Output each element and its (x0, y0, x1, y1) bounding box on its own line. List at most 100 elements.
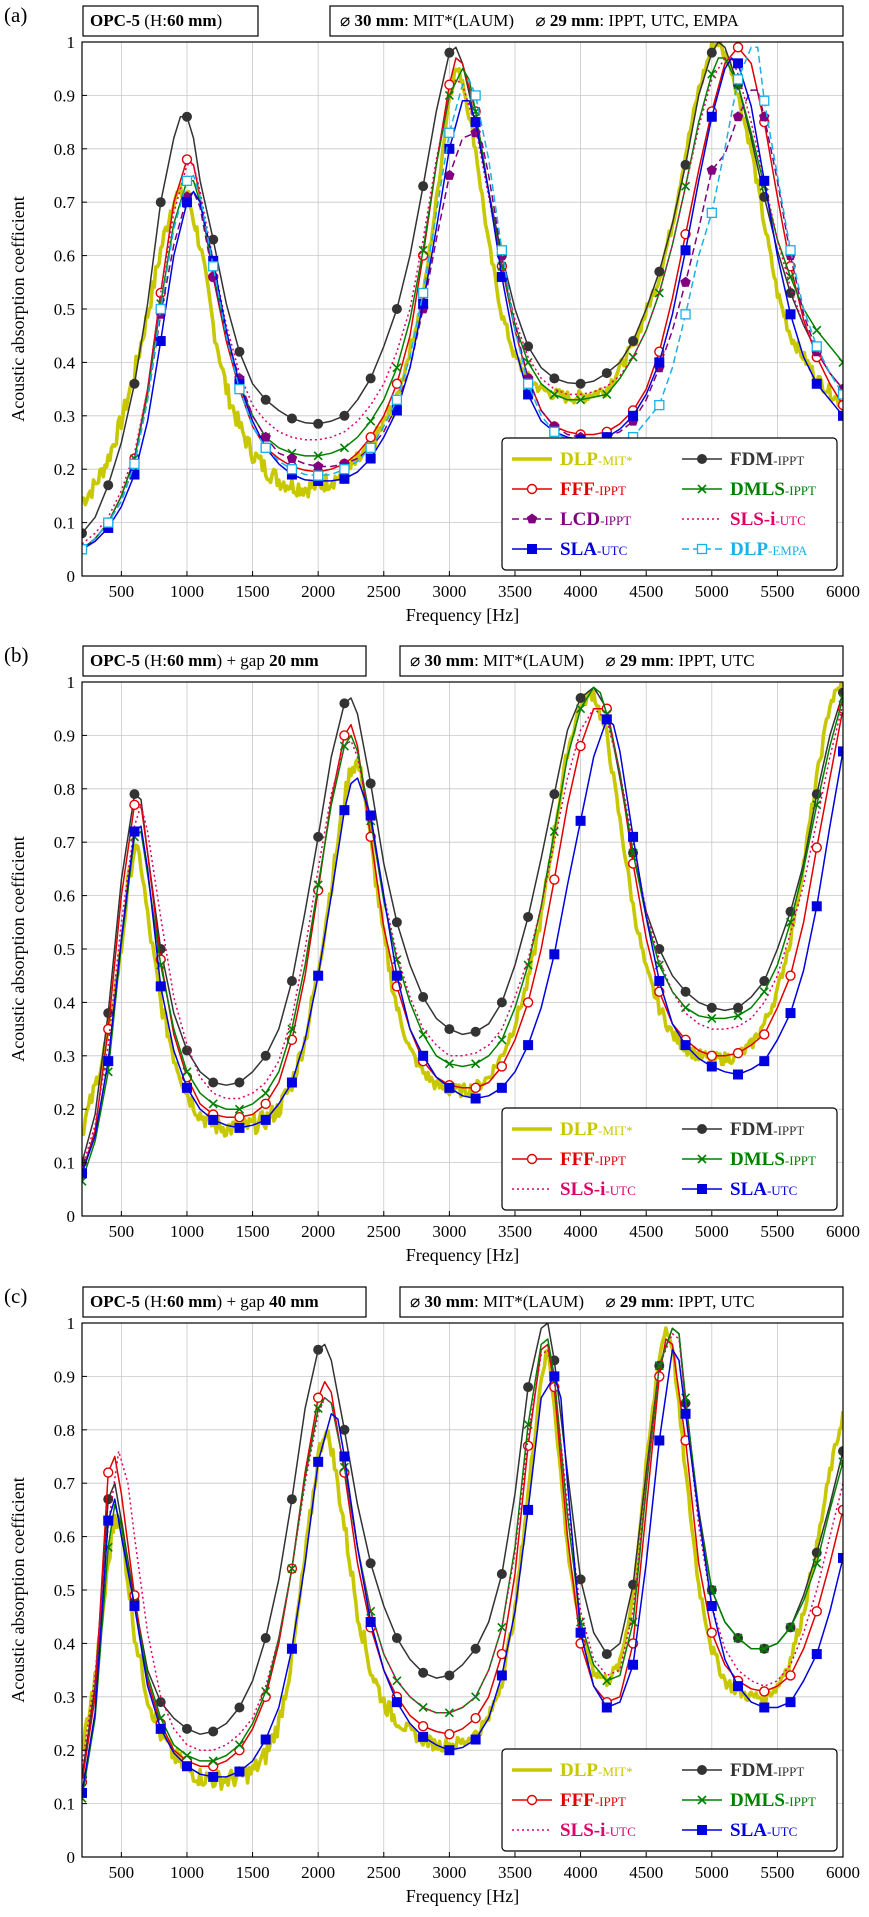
data-point-fdm (208, 1077, 219, 1088)
data-point-fdm (260, 1050, 271, 1061)
data-point-sla (628, 831, 639, 842)
data-point-sla (286, 1643, 297, 1654)
legend-entry: SLA-UTC (560, 539, 627, 560)
data-point-sla (733, 58, 744, 69)
data-point-sla (785, 1008, 796, 1019)
data-point-sla (103, 1056, 114, 1067)
data-point-dmls (523, 357, 533, 367)
x-tick-label: 4000 (564, 1222, 598, 1241)
series-line-dlp-empa (82, 46, 843, 550)
data-point-dmls (418, 245, 428, 255)
data-point-fff (470, 1082, 481, 1094)
data-point-sla (680, 1408, 691, 1419)
data-point-dmls (707, 1013, 717, 1023)
x-tick-label: 5000 (695, 1222, 729, 1241)
series-line-dmls-ippt (82, 1327, 843, 1799)
x-tick-label: 2500 (367, 1222, 401, 1241)
data-point-sla (785, 1697, 796, 1708)
x-tick-label: 5000 (695, 582, 729, 601)
data-point-fdm (365, 1558, 376, 1569)
x-tick-label: 4000 (564, 1863, 598, 1882)
data-point-fff (549, 874, 560, 885)
data-point-dlp (837, 389, 843, 400)
data-point-sla (444, 143, 455, 154)
data-point-fdm (339, 698, 350, 709)
data-point-dlp (313, 470, 324, 481)
data-point-fdm (470, 1026, 481, 1037)
data-point-fff (654, 1371, 665, 1382)
data-point-fdm (129, 789, 140, 800)
data-point-dmls (208, 1099, 218, 1109)
data-point-fdm (260, 1633, 271, 1644)
y-tick-label: 0.4 (54, 993, 76, 1012)
x-tick-label: 5500 (760, 582, 794, 601)
y-axis-label: Acoustic absorption coefficient (8, 196, 28, 422)
x-tick-label: 3000 (432, 1863, 466, 1882)
data-point-dmls (339, 443, 349, 453)
data-point-fff (129, 799, 140, 811)
data-point-sla (339, 805, 350, 816)
data-point-fdm (601, 1649, 612, 1660)
data-point-fdm (391, 917, 402, 928)
data-point-dlp (234, 383, 245, 395)
data-point-sla (575, 1627, 586, 1638)
data-point-sla (838, 746, 843, 757)
data-point-fff (260, 1098, 271, 1110)
data-point-sla (103, 1515, 114, 1526)
y-tick-label: 0.4 (54, 1634, 76, 1653)
data-point-dmls (234, 1104, 245, 1114)
data-point-fdm (181, 111, 192, 122)
data-point-fdm (496, 1568, 507, 1579)
data-point-sla (129, 469, 140, 480)
data-point-sla (706, 1061, 717, 1072)
legend: DLP-MIT* FDM-IPPT FFF-IPPT DMLS-IPPT SLS-i-U… (501, 1748, 838, 1852)
data-point-sla (234, 1766, 245, 1777)
data-point-dmls (182, 1750, 192, 1761)
data-point-fdm (208, 1726, 219, 1737)
data-point-sla (181, 1761, 192, 1772)
data-point-sla (654, 357, 665, 368)
data-point-dmls (838, 693, 843, 703)
data-point-dmls (392, 363, 402, 373)
data-point-sla (496, 1082, 507, 1093)
data-point-sla (601, 1702, 612, 1713)
data-point-fdm (444, 1024, 455, 1035)
data-point-fdm (103, 480, 114, 491)
data-point-dmls (418, 1702, 428, 1713)
data-point-sla (549, 949, 560, 960)
data-point-fdm (575, 693, 586, 704)
data-point-fdm (628, 1579, 639, 1590)
data-point-dlp (785, 245, 796, 256)
y-tick-label: 0.1 (54, 1795, 75, 1814)
chart-panel-c: (c) 500 1000 1500 2000 2500 3000 3500 4000 4500 50… (4, 1284, 860, 1906)
y-tick-label: 0.9 (54, 86, 75, 105)
data-point-dlp (759, 95, 770, 106)
series-line-sls-i-utc (82, 1332, 843, 1767)
data-point-fdm (628, 336, 639, 347)
chart-panel-a: (a) 500 1000 1500 2000 2500 3000 3500 4000 4500 50… (4, 3, 860, 625)
legend-entry: SLA-UTC (730, 1179, 797, 1200)
x-tick-label: 500 (109, 1863, 135, 1882)
data-point-sla (628, 1659, 639, 1670)
data-point-fff (837, 1504, 843, 1516)
legend-entry: FDM-IPPT (730, 449, 804, 470)
x-axis-label: Frequency [Hz] (406, 1245, 519, 1265)
data-point-sla (418, 298, 429, 309)
header-left: OPC-5 (H:60 mm) + gap 40 mm (90, 1292, 319, 1311)
legend-entry: DMLS-IPPT (730, 1790, 816, 1811)
data-point-dlp (391, 394, 403, 405)
data-point-sla (680, 245, 691, 256)
data-point-fff (759, 1686, 770, 1697)
data-point-sla (103, 522, 114, 533)
data-point-fdm (785, 287, 796, 298)
data-point-fdm (654, 266, 665, 277)
x-tick-label: 6000 (826, 582, 860, 601)
series-group (82, 682, 843, 1186)
data-point-fff (706, 1627, 717, 1638)
data-point-dmls (759, 1644, 769, 1654)
data-point-dmls (576, 395, 586, 405)
data-point-dmls (444, 1059, 454, 1069)
data-point-sla (444, 1745, 455, 1756)
header-left: OPC-5 (H:60 mm) (90, 11, 222, 30)
y-tick-label: 0.2 (54, 1100, 75, 1119)
